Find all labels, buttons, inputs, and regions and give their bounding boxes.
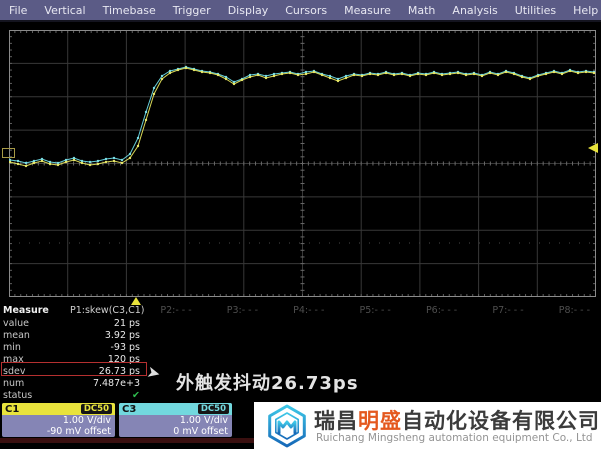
- channel-c3-header: C3 DC50: [119, 403, 232, 415]
- company-name-cn-highlight: 明盛: [358, 409, 402, 433]
- channel-c3-offset: 0 mV offset: [173, 426, 228, 437]
- channel-c3-label: C3: [122, 403, 137, 415]
- measure-row-value: 120 ps: [107, 354, 140, 365]
- measure-col-p2[interactable]: P2:- - -: [160, 305, 192, 316]
- menu-item-vertical[interactable]: Vertical: [44, 3, 86, 17]
- trigger-time-marker[interactable]: [131, 297, 141, 305]
- measure-row-label: num: [3, 378, 25, 389]
- channel-c1-vdiv: 1.00 V/div: [62, 415, 111, 426]
- jitter-annotation: 外触发抖动26.73ps: [176, 373, 359, 394]
- bottom-strip: [0, 438, 255, 443]
- menu-item-analysis[interactable]: Analysis: [452, 3, 498, 17]
- measure-col-p7[interactable]: P7:- - -: [492, 305, 524, 316]
- menu-item-help[interactable]: Help: [573, 3, 599, 17]
- measure-row-label: sdev: [3, 366, 26, 377]
- annotation-arrow-icon: ➤: [144, 361, 163, 384]
- company-name-cn: 瑞昌明盛自动化设备有限公司: [314, 405, 600, 435]
- measure-row-value: 21 ps: [113, 318, 140, 329]
- company-logo-panel: 瑞昌明盛自动化设备有限公司 Ruichang Mingsheng automat…: [254, 402, 601, 449]
- measure-row-mean: mean 3.92 ps: [3, 330, 143, 342]
- menu-item-trigger[interactable]: Trigger: [172, 3, 211, 17]
- measure-row-min: min -93 ps: [3, 342, 143, 354]
- menu-item-file[interactable]: File: [9, 3, 28, 17]
- measure-row-label: value: [3, 318, 29, 329]
- trigger-level-marker[interactable]: [588, 143, 598, 153]
- menu-item-math[interactable]: Math: [407, 3, 436, 17]
- channel-c1-coupling-badge: DC50: [80, 404, 112, 414]
- status-check-icon: ✔: [132, 390, 140, 401]
- measure-row-value: 7.487e+3: [92, 378, 140, 389]
- channel-c1-header: C1 DC50: [2, 403, 115, 415]
- channel-c3-coupling-badge: DC50: [197, 404, 229, 414]
- measure-col-p1[interactable]: P1:skew(C3,C1): [70, 305, 145, 316]
- measure-col-p8[interactable]: P8:- - -: [558, 305, 591, 316]
- measure-row-status: status ✔: [3, 390, 143, 402]
- measure-row-value: value 21 ps: [3, 318, 143, 330]
- trace-c1: [9, 67, 595, 167]
- measure-col-p3[interactable]: P3:- - -: [226, 305, 259, 316]
- measure-col-p5[interactable]: P5:- - -: [359, 305, 391, 316]
- measure-col-p4[interactable]: P4:- - -: [293, 305, 325, 316]
- measure-row-label: max: [3, 354, 24, 365]
- menu-bar: File Vertical Timebase Trigger Display Cursor…: [0, 0, 601, 22]
- sdev-highlight-box: [1, 362, 147, 376]
- measure-row-label: min: [3, 342, 21, 353]
- menu-item-measure[interactable]: Measure: [344, 3, 391, 17]
- measure-row-label: mean: [3, 330, 30, 341]
- measure-panel: Measure P1:skew(C3,C1) P2:- - - P3:- - - P…: [0, 303, 601, 403]
- menu-item-utilities[interactable]: Utilities: [514, 3, 557, 17]
- measure-row-sdev: sdev 26.73 ps: [3, 366, 143, 378]
- company-name-en: Ruichang Mingsheng automation equipment …: [316, 432, 593, 444]
- waveform-grid: [9, 30, 596, 297]
- menu-item-cursors[interactable]: Cursors: [285, 3, 328, 17]
- channel-ground-marker: [2, 148, 15, 158]
- measure-row-value: -93 ps: [110, 342, 140, 353]
- menu-item-display[interactable]: Display: [227, 3, 269, 17]
- trace-c3: [9, 66, 595, 164]
- measure-row-value: 3.92 ps: [104, 330, 140, 341]
- channel-descriptor-c3[interactable]: C3 DC50 1.00 V/div 0 mV offset: [119, 403, 232, 437]
- channel-c1-offset: -90 mV offset: [46, 426, 111, 437]
- channel-descriptor-c1[interactable]: C1 DC50 1.00 V/div -90 mV offset: [2, 403, 115, 437]
- menu-item-timebase[interactable]: Timebase: [102, 3, 156, 17]
- company-name-cn-pre: 瑞昌: [314, 409, 358, 433]
- measure-row-value: 26.73 ps: [98, 366, 140, 377]
- company-logo-icon: [268, 404, 306, 448]
- measure-row-max: max 120 ps: [3, 354, 143, 366]
- channel-c1-label: C1: [5, 403, 20, 415]
- measure-row-num: num 7.487e+3: [3, 378, 143, 390]
- measure-title: Measure: [3, 305, 49, 316]
- company-name-cn-post: 自动化设备有限公司: [402, 409, 600, 433]
- channel-c3-vdiv: 1.00 V/div: [179, 415, 228, 426]
- measure-row-label: status: [3, 390, 33, 401]
- measure-col-p6[interactable]: P6:- - -: [425, 305, 458, 316]
